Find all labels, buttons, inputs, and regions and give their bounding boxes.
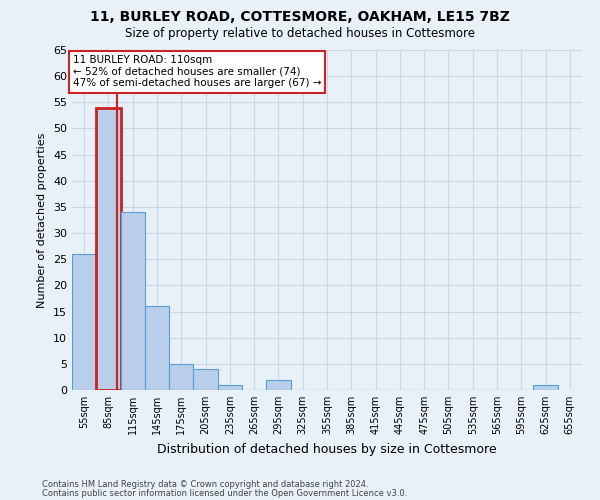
Text: Contains HM Land Registry data © Crown copyright and database right 2024.: Contains HM Land Registry data © Crown c… <box>42 480 368 489</box>
Bar <box>193 369 218 390</box>
Bar <box>266 380 290 390</box>
Y-axis label: Number of detached properties: Number of detached properties <box>37 132 47 308</box>
Bar <box>533 385 558 390</box>
Text: Size of property relative to detached houses in Cottesmore: Size of property relative to detached ho… <box>125 28 475 40</box>
Bar <box>96 108 121 390</box>
Text: 11, BURLEY ROAD, COTTESMORE, OAKHAM, LE15 7BZ: 11, BURLEY ROAD, COTTESMORE, OAKHAM, LE1… <box>90 10 510 24</box>
Bar <box>169 364 193 390</box>
Bar <box>218 385 242 390</box>
Bar <box>72 254 96 390</box>
Text: Contains public sector information licensed under the Open Government Licence v3: Contains public sector information licen… <box>42 488 407 498</box>
Bar <box>121 212 145 390</box>
Text: 11 BURLEY ROAD: 110sqm
← 52% of detached houses are smaller (74)
47% of semi-det: 11 BURLEY ROAD: 110sqm ← 52% of detached… <box>73 55 322 88</box>
Bar <box>145 306 169 390</box>
X-axis label: Distribution of detached houses by size in Cottesmore: Distribution of detached houses by size … <box>157 442 497 456</box>
